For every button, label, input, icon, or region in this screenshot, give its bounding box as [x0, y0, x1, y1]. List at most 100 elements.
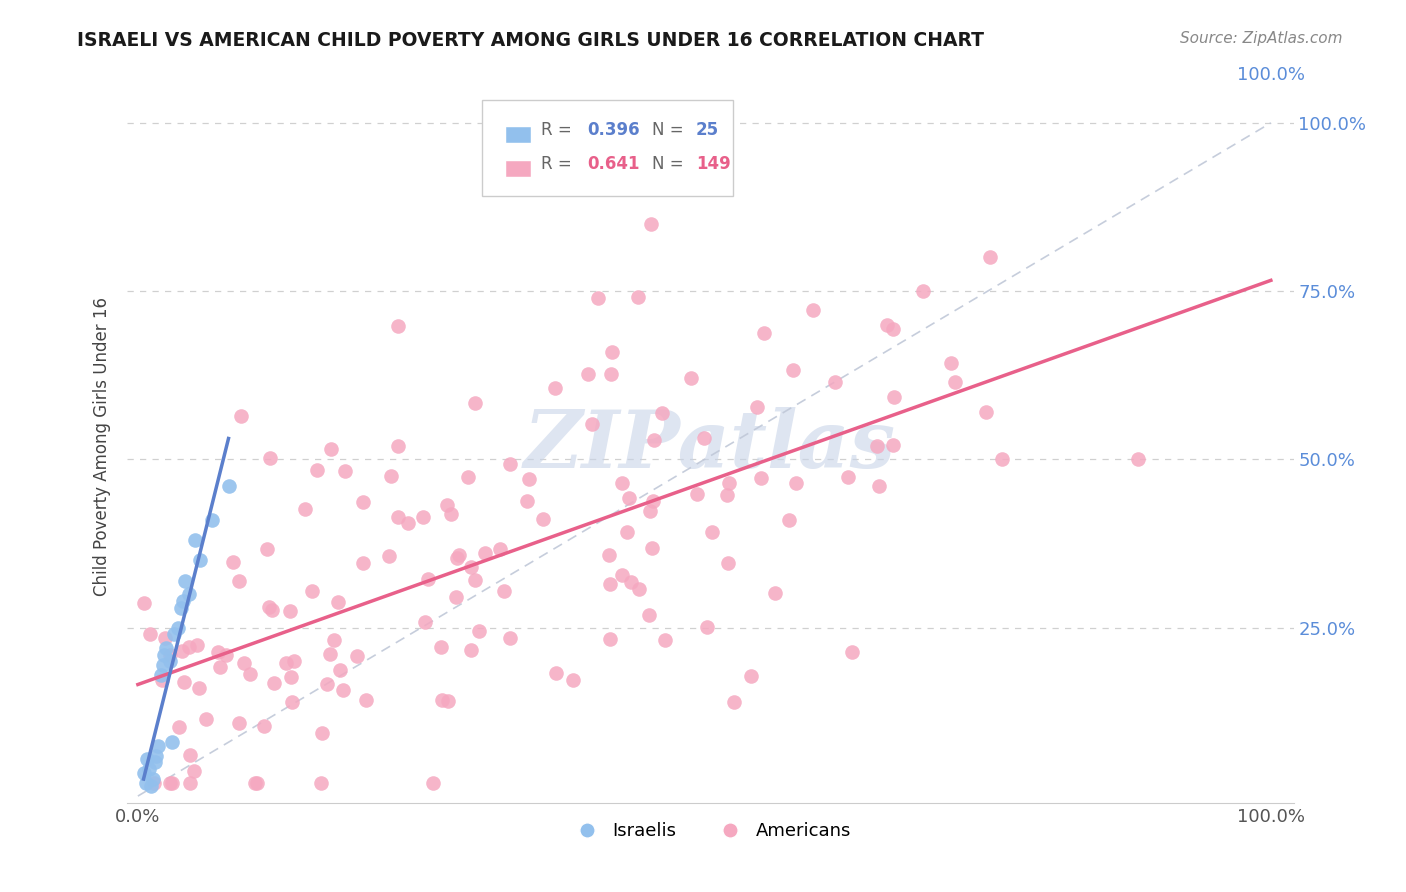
Point: [316, 676, 339, 690]
Point: [346, 648, 368, 663]
Point: [440, 507, 463, 521]
Point: [163, 627, 186, 641]
Point: [882, 322, 904, 336]
Point: [167, 720, 190, 734]
Text: N =: N =: [651, 121, 689, 139]
Point: [778, 513, 800, 527]
Point: [692, 431, 714, 445]
Point: [627, 290, 650, 304]
Point: [416, 572, 439, 586]
Point: [170, 644, 193, 658]
Point: [638, 608, 661, 623]
Point: [387, 509, 409, 524]
Point: [868, 479, 890, 493]
Point: [494, 584, 516, 599]
Point: [943, 376, 966, 390]
Point: [328, 595, 350, 609]
FancyBboxPatch shape: [482, 100, 734, 196]
Point: [221, 555, 243, 569]
Point: [187, 681, 209, 695]
Point: [430, 692, 453, 706]
Text: 149: 149: [696, 155, 731, 173]
Point: [200, 513, 222, 527]
Point: [422, 775, 444, 789]
Point: [259, 450, 281, 465]
Point: [179, 775, 201, 789]
Point: [488, 541, 510, 556]
Point: [179, 747, 201, 762]
Point: [166, 621, 188, 635]
Point: [436, 498, 458, 512]
Point: [696, 620, 718, 634]
Point: [437, 694, 460, 708]
Point: [174, 574, 197, 588]
Point: [246, 775, 269, 789]
Point: [354, 692, 377, 706]
Point: [143, 756, 166, 770]
Point: [188, 553, 211, 567]
Point: [170, 600, 193, 615]
Point: [153, 632, 176, 646]
Point: [253, 719, 276, 733]
Point: [160, 775, 183, 789]
Point: [136, 752, 159, 766]
Point: [263, 676, 285, 690]
Point: [141, 779, 163, 793]
Point: [581, 417, 603, 432]
Legend: Israelis, Americans: Israelis, Americans: [562, 815, 858, 847]
Point: [155, 640, 177, 655]
Point: [499, 631, 522, 645]
Point: [460, 560, 482, 574]
Point: [148, 739, 170, 753]
Point: [228, 574, 250, 588]
Point: [979, 250, 1001, 264]
Bar: [506, 161, 531, 177]
Point: [641, 493, 664, 508]
Point: [883, 390, 905, 404]
Point: [232, 656, 254, 670]
Text: N =: N =: [651, 155, 689, 173]
Point: [499, 458, 522, 472]
Point: [318, 647, 340, 661]
Point: [638, 504, 661, 518]
Point: [142, 772, 165, 787]
Point: [138, 762, 160, 776]
Point: [150, 673, 173, 687]
Point: [516, 493, 538, 508]
Point: [412, 509, 434, 524]
Point: [763, 585, 786, 599]
Point: [256, 542, 278, 557]
Point: [323, 633, 346, 648]
Text: R =: R =: [541, 121, 576, 139]
Point: [740, 669, 762, 683]
Point: [578, 367, 600, 381]
Point: [152, 657, 174, 672]
Point: [460, 643, 482, 657]
Point: [467, 624, 489, 638]
Point: [177, 640, 200, 654]
Point: [177, 587, 200, 601]
Point: [801, 303, 824, 318]
Point: [207, 645, 229, 659]
Point: [717, 475, 740, 490]
Text: 0.396: 0.396: [588, 121, 640, 139]
Point: [143, 775, 166, 789]
Point: [544, 381, 567, 395]
Point: [991, 452, 1014, 467]
Point: [716, 488, 738, 502]
Point: [430, 640, 453, 654]
Point: [159, 775, 181, 789]
Point: [641, 541, 664, 556]
Point: [586, 291, 609, 305]
Point: [229, 409, 252, 423]
Point: [243, 775, 266, 789]
Point: [278, 604, 301, 618]
Point: [628, 582, 651, 597]
Point: [352, 557, 374, 571]
Point: [785, 475, 807, 490]
Point: [882, 437, 904, 451]
Point: [321, 442, 343, 457]
Point: [173, 674, 195, 689]
Point: [396, 516, 419, 531]
Point: [138, 627, 160, 641]
